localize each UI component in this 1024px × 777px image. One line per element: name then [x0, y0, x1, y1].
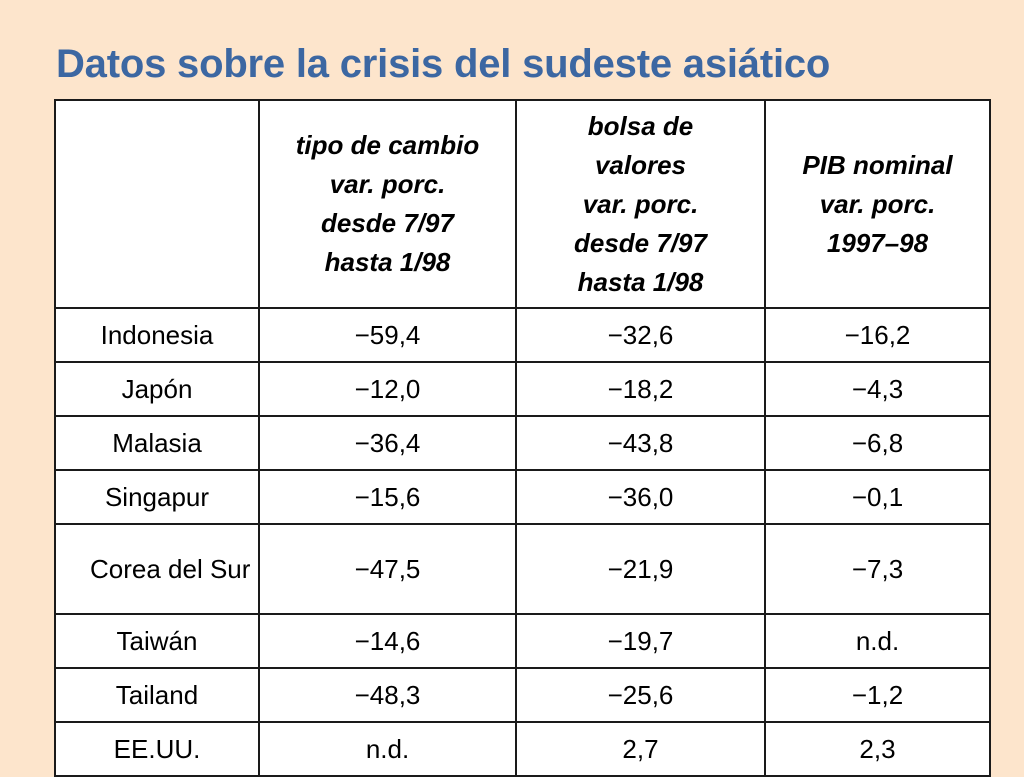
header-line: var. porc.	[329, 169, 446, 199]
header-line: desde 7/97	[321, 208, 454, 238]
header-line: hasta 1/98	[324, 247, 451, 277]
header-cell-stock-market: bolsa de valores var. porc. desde 7/97 hasta…	[515, 99, 766, 309]
country-cell: Japón	[54, 361, 260, 417]
exchange-rate-cell: −12,0	[258, 361, 517, 417]
exchange-rate-cell: −48,3	[258, 667, 517, 723]
header-line: var. porc.	[582, 188, 699, 219]
slide-title: Datos sobre la crisis del sudeste asiáti…	[56, 42, 831, 86]
stock-market-cell: −18,2	[515, 361, 766, 417]
exchange-rate-cell: −47,5	[258, 523, 517, 615]
stock-market-cell: −36,0	[515, 469, 766, 525]
nominal-gdp-cell: −1,2	[764, 667, 991, 723]
nominal-gdp-cell: −7,3	[764, 523, 991, 615]
header-line: PIB nominal	[802, 149, 953, 180]
header-line: 1997–98	[826, 227, 929, 258]
country-cell: Corea del Sur	[54, 523, 260, 615]
header-cell-exchange-rate: tipo de cambio var. porc. desde 7/97 hasta …	[258, 99, 517, 309]
exchange-rate-cell: −36,4	[258, 415, 517, 471]
table-row: Singapur −15,6 −36,0 −0,1	[54, 469, 991, 525]
country-cell: Tailand	[54, 667, 260, 723]
nominal-gdp-cell: −16,2	[764, 307, 991, 363]
country-cell: Singapur	[54, 469, 260, 525]
header-line: hasta 1/98	[577, 266, 704, 297]
exchange-rate-cell: −15,6	[258, 469, 517, 525]
country-cell: Malasia	[54, 415, 260, 471]
table-body: Indonesia −59,4 −32,6 −16,2 Japón −12,0 −18,2−…	[54, 307, 991, 777]
header-cell-nominal-gdp: PIB nominal var. porc. 1997–98	[764, 99, 991, 309]
country-cell: Taiwán	[54, 613, 260, 669]
table-row: Malasia −36,4 −43,8 −6,8	[54, 415, 991, 471]
nominal-gdp-cell: n.d.	[764, 613, 991, 669]
table-row: Indonesia −59,4 −32,6 −16,2	[54, 307, 991, 363]
stock-market-cell: −21,9	[515, 523, 766, 615]
stock-market-cell: −32,6	[515, 307, 766, 363]
nominal-gdp-cell: −0,1	[764, 469, 991, 525]
table-row: Corea del Sur −47,5 −21,9 −7,3	[54, 523, 991, 615]
header-line: tipo de cambio	[295, 130, 480, 160]
exchange-rate-cell: −59,4	[258, 307, 517, 363]
header-line: desde 7/97	[574, 227, 707, 258]
crisis-data-table: tipo de cambio var. porc. desde 7/97 hasta …	[54, 99, 991, 777]
header-cell-empty	[54, 99, 260, 309]
table-row: Japón −12,0 −18,2 −4,3	[54, 361, 991, 417]
table-row: Taiwán −14,6 −19,7 n.d.	[54, 613, 991, 669]
header-line: bolsa de	[587, 110, 694, 141]
exchange-rate-cell: −14,6	[258, 613, 517, 669]
stock-market-cell: −43,8	[515, 415, 766, 471]
nominal-gdp-cell: −4,3	[764, 361, 991, 417]
header-line: valores	[594, 149, 687, 180]
table-row: Tailand −48,3 −25,6 −1,2	[54, 667, 991, 723]
table-header-row: tipo de cambio var. porc. desde 7/97 hasta …	[54, 99, 991, 309]
stock-market-cell: −19,7	[515, 613, 766, 669]
stock-market-cell: −25,6	[515, 667, 766, 723]
nominal-gdp-cell: −6,8	[764, 415, 991, 471]
country-cell: Indonesia	[54, 307, 260, 363]
header-line: var. porc.	[819, 188, 936, 219]
